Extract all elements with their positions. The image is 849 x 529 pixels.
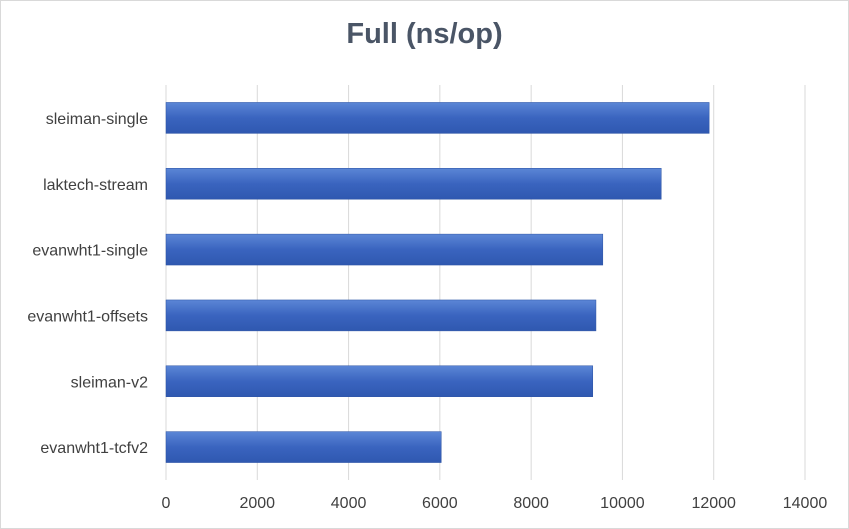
- bar-evanwht1-tcfv2: [165, 431, 442, 463]
- x-tick-label: 10000: [600, 495, 645, 512]
- x-tick-label: 8000: [513, 495, 549, 512]
- category-label: sleiman-single: [46, 111, 148, 128]
- category-label: evanwht1-offsets: [27, 308, 148, 325]
- x-tick-label: 4000: [331, 495, 367, 512]
- bar-sleiman-single: [165, 102, 710, 134]
- x-tick-label: 14000: [783, 495, 828, 512]
- category-label: laktech-stream: [43, 177, 148, 194]
- category-label: evanwht1-single: [32, 243, 148, 260]
- bar-evanwht1-offsets: [165, 299, 597, 332]
- category-label: evanwht1-tcfv2: [40, 440, 148, 457]
- x-tick-label: 2000: [239, 495, 275, 512]
- x-tick-labels: 0 2000 4000 6000 8000 10000 12000 14000: [162, 495, 828, 512]
- category-label: sleiman-v2: [71, 374, 148, 391]
- bar-laktech-stream: [165, 168, 662, 200]
- chart-title: Full (ns/op): [346, 18, 503, 50]
- bar-sleiman-v2: [165, 365, 594, 397]
- bar-evanwht1-single: [165, 233, 604, 266]
- gridlines: [165, 85, 806, 480]
- bars: [165, 102, 710, 463]
- x-tick-label: 12000: [691, 495, 736, 512]
- x-tick-label: 0: [162, 495, 171, 512]
- category-labels: sleiman-single laktech-stream evanwht1-sin…: [27, 111, 148, 457]
- x-tick-label: 6000: [422, 495, 458, 512]
